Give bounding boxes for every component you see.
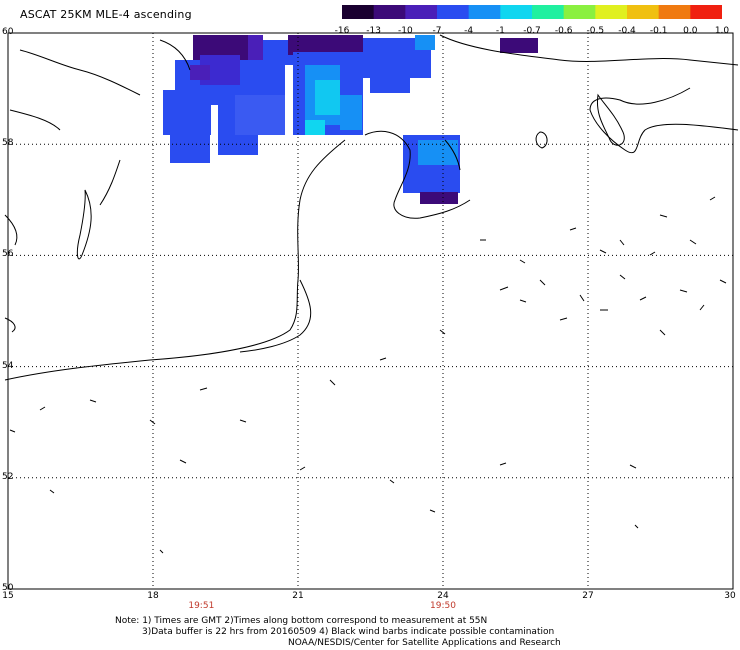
note-line-1: Note: 1) Times are GMT 2)Times along bot… <box>115 616 488 626</box>
colorbar-tick-label: -0.4 <box>618 26 636 36</box>
colorbar-segment <box>627 5 660 19</box>
note-line-3: NOAA/NESDIS/Center for Satellite Applica… <box>288 638 561 648</box>
lake-outlines <box>9 196 727 554</box>
latitude-label: 60 <box>2 27 14 37</box>
map-frame <box>7 32 734 590</box>
longitude-label: 15 <box>2 591 14 601</box>
colorbar-segment <box>690 5 722 19</box>
longitude-label: 24 <box>437 591 449 601</box>
colorbar-segment <box>658 5 691 19</box>
colorbar-segment <box>437 5 470 19</box>
colorbar-segment <box>468 5 501 19</box>
longitude-label: 21 <box>292 591 304 601</box>
colorbar-tick-label: -0.6 <box>554 26 573 36</box>
colorbar-segment <box>532 5 565 19</box>
longitude-label: 18 <box>147 591 159 601</box>
data-swaths <box>163 35 538 204</box>
latitude-label: 58 <box>2 138 14 149</box>
longitude-label: 27 <box>582 591 594 601</box>
time-label: 19:51 <box>188 601 215 611</box>
colorbar-tick-label: -1 <box>495 26 505 36</box>
colorbar-segment <box>563 5 596 19</box>
colorbar-tick-label: -0.7 <box>523 26 541 36</box>
colorbar <box>342 5 722 19</box>
latitude-label: 56 <box>2 249 14 260</box>
colorbar-tick-label: 1.0 <box>714 26 730 36</box>
latitude-label: 52 <box>2 471 14 482</box>
header-bar: ASCAT 25KM MLE-4 ascending <box>0 0 740 30</box>
colorbar-segment <box>595 5 628 19</box>
colorbar-tick-label: 0.0 <box>683 26 698 36</box>
colorbar-tick-label: -4 <box>464 26 474 36</box>
latitude-label: 50 <box>2 583 14 593</box>
colorbar-tick-label: -16 <box>334 26 350 36</box>
time-label: 19:50 <box>430 601 456 611</box>
colorbar-tick-label: -10 <box>397 26 413 36</box>
note-line-2: 3)Data buffer is 22 hrs from 20160509 4)… <box>142 627 555 637</box>
colorbar-segment <box>405 5 438 19</box>
colorbar-tick-label: -13 <box>366 26 382 36</box>
map-title: ASCAT 25KM MLE-4 ascending <box>20 8 192 21</box>
colorbar-segment <box>500 5 533 19</box>
coastlines <box>4 34 739 381</box>
lat-lon-grid <box>7 32 734 590</box>
colorbar-segment <box>373 5 406 19</box>
colorbar-tick-label: -0.1 <box>649 26 668 36</box>
longitude-label: 30 <box>724 591 736 601</box>
colorbar-tick-label: -7 <box>432 26 442 36</box>
colorbar-tick-label: -0.5 <box>586 26 605 36</box>
latitude-label: 54 <box>2 360 14 371</box>
colorbar-segment <box>342 5 375 19</box>
